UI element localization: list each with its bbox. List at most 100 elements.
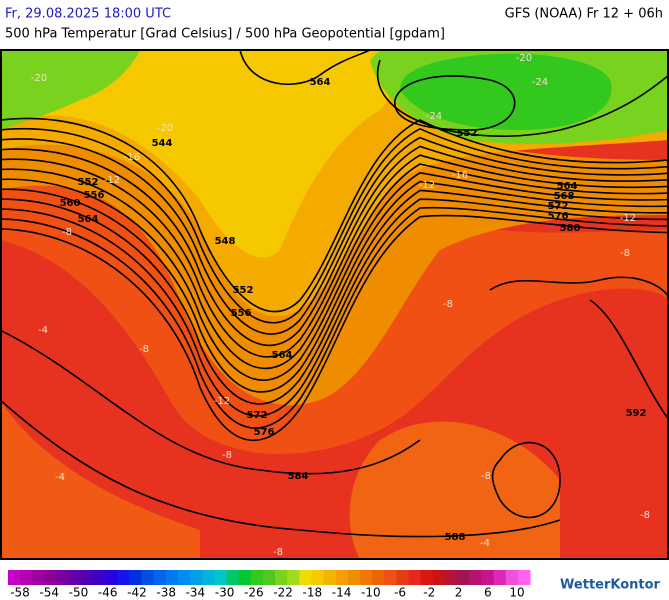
contour-line (1, 189, 668, 405)
colorbar-swatch (117, 570, 130, 585)
colorbar-swatch (335, 570, 349, 585)
contour-label: 556 (84, 190, 105, 201)
colorbar-label: -6 (394, 586, 406, 600)
contour-label: 584 (288, 471, 309, 482)
map-frame (0, 49, 669, 560)
colorbar-swatch (129, 570, 143, 585)
colorbar-label: -50 (69, 586, 89, 600)
temperature-label: -16 (124, 152, 140, 163)
temperature-label: -8 (273, 547, 283, 558)
colorbar-swatch (153, 570, 167, 585)
colorbar-label: 2 (455, 586, 463, 600)
contour-label: 576 (254, 427, 275, 438)
contour-line (1, 136, 668, 335)
temp-field (1, 50, 140, 130)
temp-field (400, 53, 612, 130)
contour-line (1, 171, 668, 381)
colorbar-swatch (105, 570, 118, 585)
temperature-label: -8 (222, 450, 232, 461)
colorbar-swatch (360, 570, 373, 585)
temperature-label: -8 (640, 510, 650, 521)
colorbar-swatch (177, 570, 191, 585)
colorbar-swatch (214, 570, 228, 585)
temperature-label: -16 (452, 170, 468, 181)
colorbar-label: -14 (332, 586, 352, 600)
temperature-label: -8 (62, 227, 72, 238)
subtitle: 500 hPa Temperatur [Grad Celsius] / 500 … (5, 27, 445, 42)
colorbar-swatch (80, 570, 94, 585)
colorbar-label: -10 (361, 586, 381, 600)
colorbar-swatch (287, 570, 300, 585)
contour-line (1, 117, 668, 313)
colorbar-label: -18 (303, 586, 323, 600)
contour-line (1, 214, 668, 442)
contour-line (1, 206, 668, 429)
contour-line (394, 75, 516, 131)
colorbar-swatch (517, 570, 531, 585)
contour-label: 560 (60, 198, 81, 209)
contour-line (491, 441, 561, 519)
colorbar-swatch (347, 570, 361, 585)
contour-line (1, 163, 668, 370)
colorbar-swatch (165, 570, 179, 585)
contour-line (1, 399, 561, 538)
geopotential-contours (1, 50, 668, 538)
contour-label: 548 (215, 236, 236, 247)
colorbar-swatch (372, 570, 385, 585)
colorbar-swatch (311, 570, 325, 585)
contour-line (239, 50, 371, 86)
contour-label: 564 (557, 181, 578, 192)
colorbar-swatch (226, 570, 240, 585)
colorbar-swatch (202, 570, 215, 585)
temperature-label: -12 (214, 396, 230, 407)
contour-label: 572 (548, 201, 569, 212)
contour-label: 564 (310, 77, 331, 88)
temperature-labels: -20 -24 -24 -20 -20 -16 -12 -12 -16 -12 … (31, 53, 650, 558)
datetime: Fr, 29.08.2025 18:00 UTC (5, 7, 171, 22)
colorbar-swatch (457, 570, 470, 585)
contour-label: 556 (231, 308, 252, 319)
colorbar-swatch (493, 570, 507, 585)
logo[interactable]: WetterKontor (560, 578, 661, 593)
colorbar: -58 -54 -50 -46 -42 -38 -34 -30 -26 -22 -18 -14 -10-… (8, 570, 531, 600)
contour-line (376, 59, 668, 137)
contour-line (1, 127, 668, 324)
temperature-label: -20 (31, 73, 47, 84)
colorbar-label: 6 (484, 586, 492, 600)
contour-line (489, 276, 668, 420)
colorbar-swatch (262, 570, 276, 585)
colorbar-swatch (408, 570, 422, 585)
temperature-label: -12 (104, 175, 120, 186)
contour-label: 552 (78, 177, 99, 188)
contour-line (1, 180, 668, 393)
temp-field (349, 421, 560, 559)
temperature-label: -24 (532, 77, 548, 88)
colorbar-label: -22 (273, 586, 293, 600)
colorbar-swatch (250, 570, 264, 585)
colorbar-swatch (92, 570, 106, 585)
contour-label: 544 (152, 138, 173, 149)
colorbar-swatch (469, 570, 482, 585)
contour-label: 568 (554, 191, 575, 202)
colorbar-swatch (32, 570, 45, 585)
temperature-label: -4 (55, 472, 65, 483)
model-run: GFS (NOAA) Fr 12 + 06h (505, 7, 663, 22)
contour-label: 576 (548, 211, 569, 222)
temperature-label: -8 (139, 344, 149, 355)
contour-label: 588 (445, 532, 466, 543)
colorbar-swatch (8, 570, 21, 585)
contour-line (1, 145, 668, 347)
contour-line (1, 154, 668, 358)
colorbar-label: -54 (39, 586, 59, 600)
contour-label: 572 (247, 410, 268, 421)
colorbar-swatch (44, 570, 58, 585)
colorbar-swatch (505, 570, 519, 585)
colorbar-swatch (238, 570, 252, 585)
temperature-label: -8 (620, 248, 630, 259)
colorbar-swatch (420, 570, 434, 585)
colorbar-swatch (275, 570, 288, 585)
temperature-label: -8 (443, 299, 453, 310)
colorbar-label: -38 (156, 586, 176, 600)
